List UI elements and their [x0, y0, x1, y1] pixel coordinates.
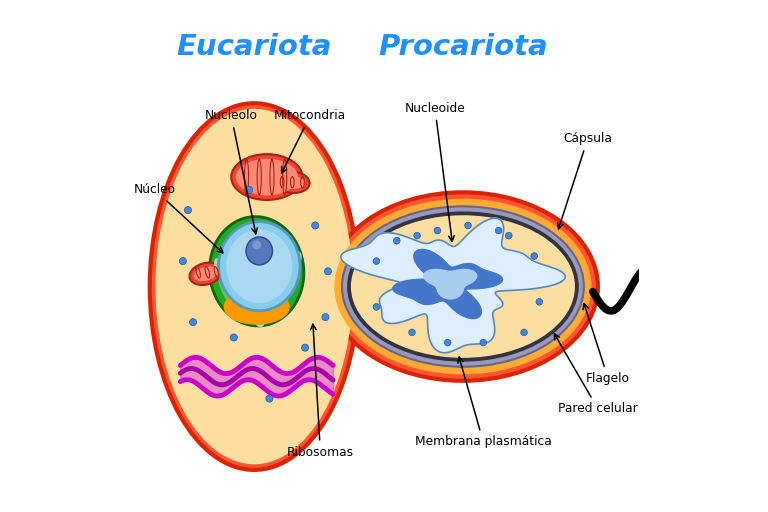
Ellipse shape [280, 176, 305, 189]
Text: Eucariota: Eucariota [177, 33, 332, 61]
Ellipse shape [536, 298, 543, 305]
Ellipse shape [155, 109, 353, 464]
Ellipse shape [194, 266, 217, 281]
Ellipse shape [495, 227, 502, 234]
Ellipse shape [351, 215, 575, 358]
Text: Nucleolo: Nucleolo [205, 110, 258, 234]
Ellipse shape [324, 268, 332, 275]
Ellipse shape [521, 329, 528, 336]
Ellipse shape [214, 258, 228, 280]
Polygon shape [424, 269, 477, 299]
Ellipse shape [184, 207, 191, 214]
Ellipse shape [409, 329, 415, 336]
Ellipse shape [226, 229, 293, 303]
Text: Núcleo: Núcleo [134, 183, 223, 253]
Ellipse shape [190, 263, 222, 285]
Text: Membrana plasmática: Membrana plasmática [415, 357, 551, 449]
Ellipse shape [373, 258, 379, 264]
Text: Cápsula: Cápsula [558, 133, 612, 229]
Ellipse shape [393, 238, 400, 244]
Ellipse shape [322, 313, 329, 321]
Ellipse shape [246, 186, 253, 194]
Polygon shape [341, 218, 565, 353]
Ellipse shape [236, 159, 298, 196]
Ellipse shape [334, 199, 591, 374]
Ellipse shape [219, 222, 300, 311]
Ellipse shape [342, 206, 584, 367]
Ellipse shape [465, 222, 472, 229]
Ellipse shape [210, 217, 304, 326]
Ellipse shape [434, 227, 441, 234]
Ellipse shape [328, 193, 598, 381]
Ellipse shape [190, 318, 197, 326]
Ellipse shape [266, 395, 273, 402]
Text: Mitocondria: Mitocondria [274, 110, 346, 173]
Ellipse shape [373, 304, 379, 310]
Ellipse shape [252, 240, 261, 249]
Text: Procariota: Procariota [378, 33, 548, 61]
Ellipse shape [253, 307, 266, 327]
Ellipse shape [150, 103, 359, 470]
Text: Pared celular: Pared celular [554, 334, 637, 415]
Ellipse shape [230, 334, 237, 341]
Text: Nucleoide: Nucleoide [405, 102, 465, 241]
Ellipse shape [223, 289, 290, 325]
Ellipse shape [246, 237, 273, 265]
Ellipse shape [217, 225, 296, 317]
Ellipse shape [347, 211, 579, 361]
Polygon shape [392, 249, 502, 318]
Ellipse shape [179, 258, 187, 265]
Ellipse shape [312, 222, 319, 229]
Ellipse shape [302, 344, 309, 351]
Ellipse shape [531, 253, 538, 259]
Ellipse shape [480, 339, 487, 346]
Text: Flagelo: Flagelo [583, 304, 630, 385]
Ellipse shape [445, 339, 451, 346]
Ellipse shape [414, 232, 420, 239]
Ellipse shape [231, 154, 303, 200]
Ellipse shape [275, 172, 310, 193]
Ellipse shape [505, 232, 512, 239]
Ellipse shape [283, 251, 302, 276]
Text: Ribosomas: Ribosomas [286, 324, 354, 459]
